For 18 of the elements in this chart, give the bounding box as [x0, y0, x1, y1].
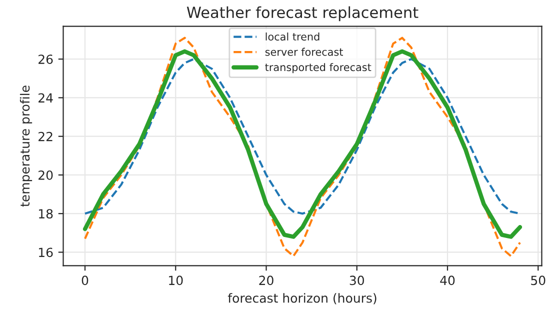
x-tick-label: 0	[82, 276, 88, 286]
y-tick-label: 24	[38, 93, 53, 102]
legend-label: server forecast	[265, 48, 343, 56]
y-tick-label: 26	[38, 54, 53, 64]
x-axis-title: forecast horizon (hours)	[228, 293, 376, 304]
legend-label: transported forecast	[265, 63, 372, 74]
y-tick-label: 18	[38, 209, 53, 219]
y-tick-label: 20	[38, 170, 53, 180]
chart-title: Weather forecast replacement	[186, 6, 418, 22]
y-axis-title: temperature profile	[20, 86, 32, 207]
x-tick-label: 40	[440, 276, 455, 286]
x-tick-label: 20	[259, 276, 274, 286]
y-tick-label: 16	[38, 248, 53, 258]
legend-label: local trend	[266, 32, 320, 41]
x-tick-label: 30	[350, 276, 364, 286]
x-tick-label: 10	[169, 276, 183, 286]
y-tick-label: 22	[38, 132, 52, 142]
x-tick-label: 50	[531, 276, 546, 286]
